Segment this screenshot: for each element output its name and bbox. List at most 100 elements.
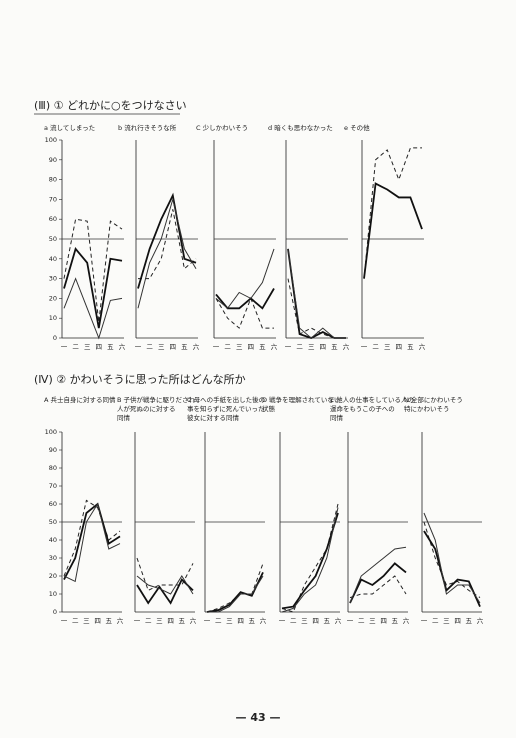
x-tick-label: 一 xyxy=(135,343,142,351)
x-tick-label: 六 xyxy=(335,616,342,625)
x-tick-label: 三 xyxy=(226,617,233,625)
x-tick-label: 五 xyxy=(466,617,473,625)
x-tick-label: 二 xyxy=(72,343,79,351)
data-line xyxy=(423,521,481,599)
y-tick-label: 30 xyxy=(49,275,57,283)
y-tick-label: 10 xyxy=(49,314,57,322)
data-line xyxy=(281,512,339,610)
chart-title: 同情 xyxy=(330,413,344,422)
x-tick-label: 三 xyxy=(83,617,90,625)
y-tick-label: 70 xyxy=(49,482,57,490)
chart-title: 人が死ぬのに対する xyxy=(117,404,176,413)
x-tick-label: 四 xyxy=(312,617,319,625)
x-tick-label: 三 xyxy=(443,617,450,625)
y-tick-label: 60 xyxy=(49,500,57,508)
x-tick-label: 二 xyxy=(358,617,365,625)
chart-title: 特にかわいそう xyxy=(404,404,450,413)
data-line xyxy=(281,503,339,613)
chart-title: C 母への手紙を出した後の xyxy=(187,395,265,404)
x-tick-label: 一 xyxy=(285,343,292,351)
x-tick-label: 二 xyxy=(290,617,297,625)
y-tick-label: 20 xyxy=(49,294,57,302)
data-line xyxy=(63,277,123,340)
x-tick-label: 二 xyxy=(296,343,303,351)
x-tick-label: 四 xyxy=(94,617,101,625)
data-line xyxy=(349,546,407,604)
x-tick-label: 六 xyxy=(190,616,197,625)
chart-title: C 少しかわいそう xyxy=(196,124,248,132)
chart-title: 事を知らずに死んでいった xyxy=(187,404,265,413)
x-tick-label: 三 xyxy=(156,617,163,625)
data-line xyxy=(138,209,197,280)
chart-title: 同情 xyxy=(117,413,131,422)
x-tick-label: 五 xyxy=(407,343,414,351)
x-tick-label: 五 xyxy=(179,617,186,625)
x-tick-label: 三 xyxy=(158,343,165,351)
x-tick-label: 二 xyxy=(72,617,79,625)
data-line xyxy=(206,563,264,613)
data-line xyxy=(215,288,275,310)
y-tick-label: 100 xyxy=(45,136,57,144)
x-tick-label: 四 xyxy=(454,617,461,625)
data-line xyxy=(423,512,481,604)
y-tick-label: 30 xyxy=(49,554,57,562)
data-line xyxy=(63,502,121,583)
x-tick-label: 一 xyxy=(61,617,68,625)
x-tick-label: 一 xyxy=(204,617,211,625)
x-tick-label: 四 xyxy=(396,343,403,351)
y-tick-label: 80 xyxy=(49,464,57,472)
data-line xyxy=(349,562,407,604)
x-tick-label: 五 xyxy=(331,343,338,351)
data-line xyxy=(207,575,264,613)
data-line xyxy=(136,578,194,605)
x-tick-label: 二 xyxy=(432,617,439,625)
y-tick-label: 20 xyxy=(49,572,57,580)
x-tick-label: 一 xyxy=(213,343,220,351)
y-tick-label: 50 xyxy=(49,235,57,243)
x-tick-label: 六 xyxy=(117,616,124,625)
chart-title: 運命をもうこの子への xyxy=(330,404,395,413)
y-tick-label: 90 xyxy=(49,446,57,454)
x-tick-label: 四 xyxy=(170,343,177,351)
x-tick-label: 一 xyxy=(279,617,286,625)
chart-title: N 全部にかわいそう xyxy=(404,395,463,404)
x-tick-label: 六 xyxy=(119,342,126,351)
data-line xyxy=(63,218,123,323)
y-tick-label: 70 xyxy=(49,195,57,203)
x-tick-label: 五 xyxy=(107,343,114,351)
x-tick-label: 一 xyxy=(361,343,368,351)
x-tick-label: 三 xyxy=(308,343,315,351)
chart-title: E 他人の仕事をしている人の xyxy=(330,395,414,404)
chart-title: e その他 xyxy=(344,123,370,132)
x-tick-label: 六 xyxy=(193,342,200,351)
chart-title: b 流れ行きそうな所 xyxy=(118,123,177,132)
x-tick-label: 五 xyxy=(259,343,266,351)
x-tick-label: 四 xyxy=(237,617,244,625)
data-line xyxy=(137,192,197,289)
data-line xyxy=(215,248,275,310)
data-line xyxy=(63,502,121,581)
section-heading: (Ⅳ) ② かわいそうに思った所はどんな所か xyxy=(34,373,246,386)
x-tick-label: 二 xyxy=(224,343,231,351)
data-line xyxy=(363,182,423,279)
data-line xyxy=(63,499,121,577)
x-tick-label: 六 xyxy=(260,616,267,625)
x-tick-label: 一 xyxy=(347,617,354,625)
x-tick-label: 三 xyxy=(369,617,376,625)
data-line xyxy=(287,248,346,339)
x-tick-label: 一 xyxy=(61,343,68,351)
x-tick-label: 六 xyxy=(403,616,410,625)
x-tick-label: 四 xyxy=(96,343,103,351)
data-line xyxy=(137,197,197,309)
y-tick-label: 0 xyxy=(53,608,57,616)
y-tick-label: 60 xyxy=(49,215,57,223)
x-tick-label: 五 xyxy=(392,617,399,625)
x-tick-label: 五 xyxy=(181,343,188,351)
x-tick-label: 三 xyxy=(301,617,308,625)
data-line xyxy=(423,530,481,607)
x-tick-label: 五 xyxy=(249,617,256,625)
x-tick-label: 一 xyxy=(421,617,428,625)
y-tick-label: 100 xyxy=(45,428,57,436)
x-tick-label: 四 xyxy=(167,617,174,625)
y-tick-label: 90 xyxy=(49,156,57,164)
